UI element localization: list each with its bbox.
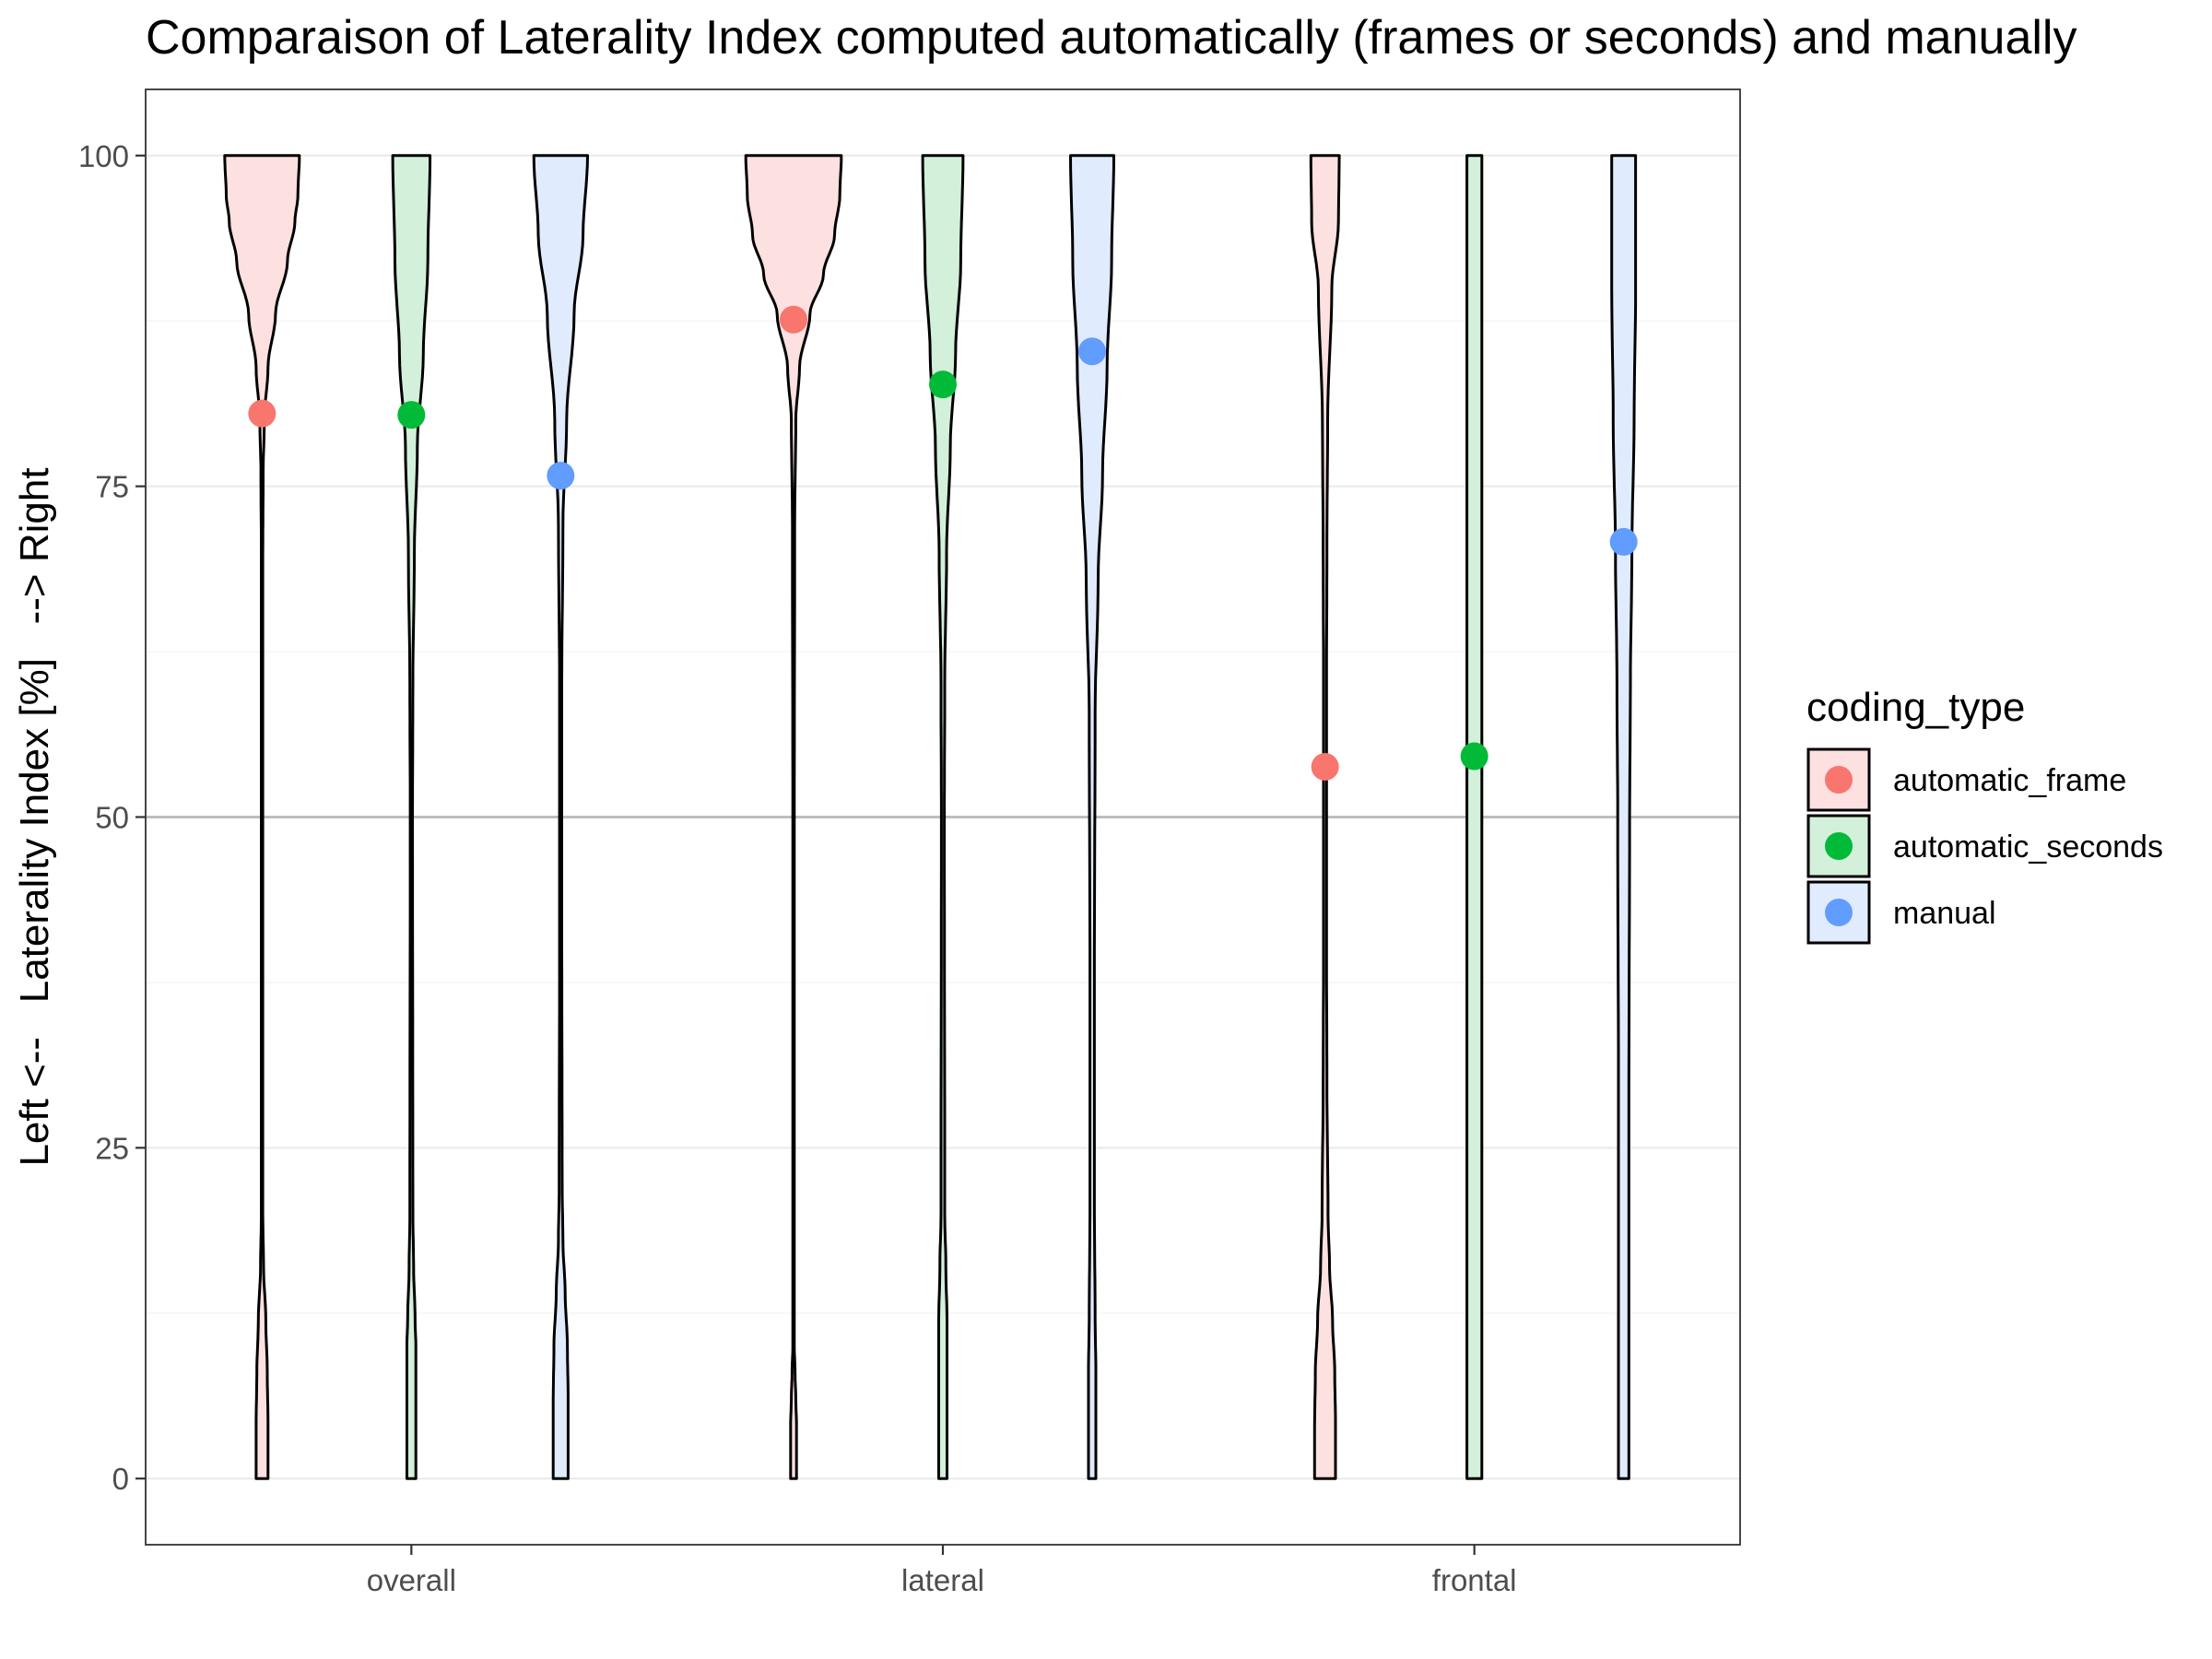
mean-point-automatic_frame-lateral <box>780 305 807 334</box>
violin-automatic_frame-lateral <box>744 154 843 1480</box>
legend: coding_type automatic_frame automatic_sec… <box>1806 685 2163 945</box>
chart-title: Comparaison of Laterality Index computed… <box>146 11 2077 65</box>
legend-point-automatic_frame <box>1825 766 1853 794</box>
y-tick-label: 25 <box>95 1131 129 1165</box>
violin-automatic_seconds-lateral <box>921 154 965 1480</box>
x-tick-label-overall: overall <box>367 1563 456 1597</box>
mean-point-automatic_seconds-lateral <box>929 371 957 399</box>
legend-point-manual <box>1825 899 1853 926</box>
plot-panel <box>145 88 1741 1546</box>
x-tick-label-frontal: frontal <box>1432 1563 1517 1597</box>
legend-label-manual: manual <box>1893 896 1996 931</box>
mean-points <box>248 305 1638 781</box>
violin-manual-lateral <box>1069 154 1115 1480</box>
legend-label-automatic_seconds: automatic_seconds <box>1893 830 2163 865</box>
violin-automatic_seconds-frontal <box>1465 154 1484 1480</box>
y-tick-label: 50 <box>95 801 129 835</box>
mean-point-automatic_seconds-overall <box>397 401 426 429</box>
x-axis: overall lateral frontal <box>367 1545 1517 1597</box>
violin-manual-overall <box>532 154 589 1480</box>
mean-point-automatic_frame-overall <box>248 399 276 428</box>
legend-point-automatic_seconds <box>1825 832 1853 860</box>
violin-manual-frontal <box>1610 154 1638 1480</box>
y-axis-label: Left <-- Laterality Index [%] --> Right <box>12 467 57 1166</box>
legend-label-automatic_frame: automatic_frame <box>1893 763 2126 798</box>
y-tick-label: 100 <box>78 139 129 173</box>
mean-point-automatic_frame-frontal <box>1311 752 1339 781</box>
mean-point-manual-overall <box>547 462 575 490</box>
y-axis: 0 25 50 75 100 <box>78 139 146 1496</box>
mean-point-manual-frontal <box>1609 527 1638 556</box>
y-tick-label: 0 <box>112 1462 129 1496</box>
x-tick-label-lateral: lateral <box>901 1563 984 1597</box>
violin-automatic_seconds-overall <box>391 154 432 1480</box>
mean-point-automatic_seconds-frontal <box>1460 742 1488 771</box>
y-tick-label: 75 <box>95 470 129 504</box>
legend-title: coding_type <box>1806 685 2025 730</box>
violin-automatic_frame-overall <box>223 154 301 1480</box>
violin-automatic_frame-frontal <box>1309 154 1341 1480</box>
violins <box>223 154 1638 1480</box>
mean-point-manual-lateral <box>1078 337 1106 366</box>
